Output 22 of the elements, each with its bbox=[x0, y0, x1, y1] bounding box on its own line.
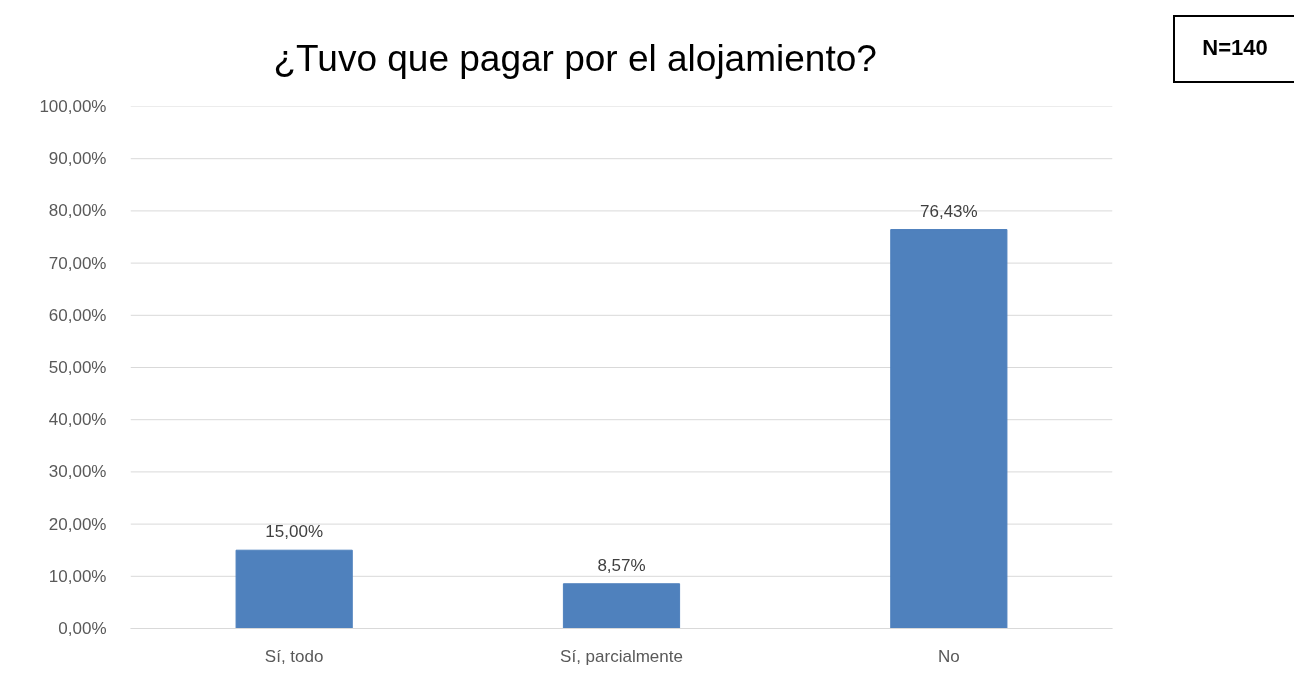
y-tick-label: 30,00% bbox=[48, 462, 107, 482]
chart-title: ¿Tuvo que pagar por el alojamiento? bbox=[273, 38, 877, 79]
data-label: 76,43% bbox=[920, 201, 978, 221]
y-tick-label: 60,00% bbox=[48, 305, 107, 325]
bar bbox=[890, 229, 1008, 629]
x-tick-label: Sí, parcialmente bbox=[560, 646, 683, 666]
y-tick-label: 40,00% bbox=[48, 410, 107, 430]
y-tick-label: 90,00% bbox=[48, 149, 107, 169]
data-label: 15,00% bbox=[265, 522, 324, 542]
y-tick-label: 100,00% bbox=[39, 97, 107, 116]
data-label: 8,57% bbox=[597, 555, 646, 575]
bar bbox=[235, 549, 353, 629]
x-tick-label: Sí, todo bbox=[264, 646, 324, 666]
y-tick-label: 0,00% bbox=[58, 619, 107, 638]
text: N=140 bbox=[1202, 34, 1268, 62]
y-tick-label: 70,00% bbox=[48, 253, 107, 273]
bar bbox=[562, 583, 681, 629]
y-tick-label: 20,00% bbox=[48, 514, 107, 534]
x-tick-label: No bbox=[937, 646, 960, 666]
y-tick-label: 50,00% bbox=[48, 358, 107, 377]
y-tick-label: 10,00% bbox=[48, 566, 107, 586]
y-tick-label: 80,00% bbox=[48, 201, 107, 221]
